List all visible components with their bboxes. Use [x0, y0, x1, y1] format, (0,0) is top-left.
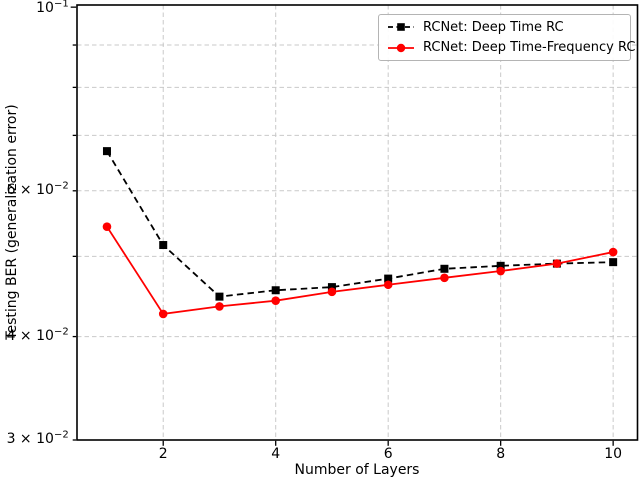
data-point-marker: [496, 266, 505, 276]
legend-entry: RCNet: Deep Time RC: [387, 17, 626, 37]
data-point-marker: [440, 264, 449, 273]
data-point-marker: [608, 247, 618, 257]
data-point-marker: [102, 147, 111, 156]
data-point-marker: [609, 258, 618, 267]
data-point-marker: [496, 261, 505, 270]
data-point-marker: [440, 273, 449, 283]
legend-entry-label: RCNet: Deep Time-Frequency RC: [423, 40, 636, 56]
data-point-marker: [102, 222, 112, 231]
y-axis-label: Testing BER (generalization error): [4, 104, 20, 340]
data-point-marker: [327, 283, 336, 292]
data-point-marker: [159, 241, 168, 250]
data-point-marker: [158, 309, 168, 319]
data-point-marker: [271, 296, 281, 305]
legend-entry: RCNet: Deep Time-Frequency RC: [387, 38, 635, 58]
axes-frame: [76, 4, 639, 441]
legend-dashed-square-sample-icon: [388, 23, 414, 32]
series-line: [106, 226, 614, 315]
series-line: [106, 150, 614, 298]
legend-solid-circle-sample-icon: [388, 43, 414, 52]
data-point-marker: [271, 286, 280, 295]
data-point-marker: [215, 302, 224, 311]
legend: RCNet: Deep Time RC RCNet: Deep Time-Fre…: [378, 14, 635, 61]
data-point-marker: [215, 292, 224, 301]
legend-entry-label: RCNet: Deep Time RC: [423, 19, 564, 35]
data-point-marker: [384, 274, 393, 283]
data-point-marker: [552, 259, 562, 268]
data-point-marker: [327, 287, 337, 297]
x-axis-label: Number of Layers: [294, 462, 420, 478]
data-point-marker: [383, 280, 393, 290]
